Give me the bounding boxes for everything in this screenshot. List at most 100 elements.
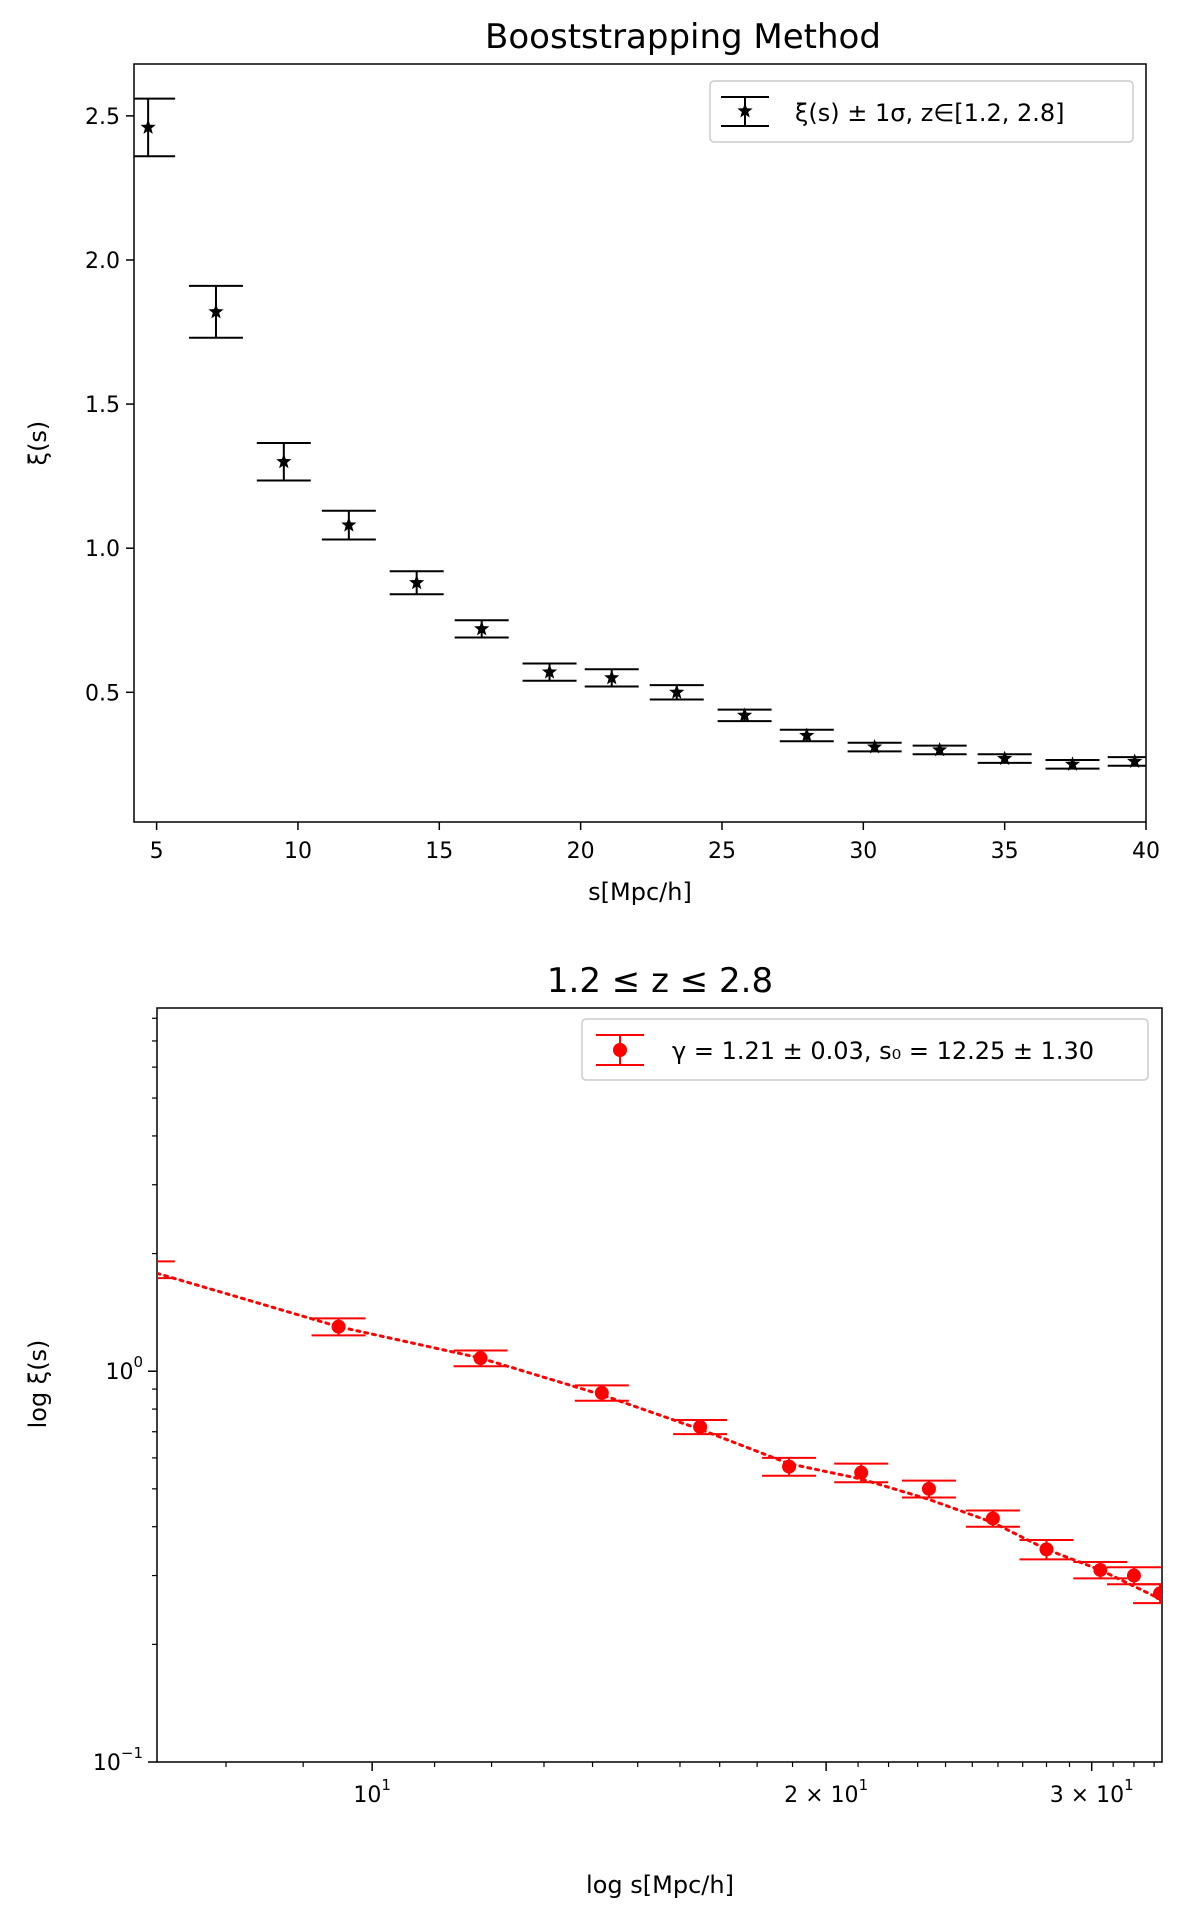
data-point [134,97,176,158]
data-point [649,684,704,701]
star-marker [1064,756,1081,771]
x-tick-label: 30 [849,839,877,864]
chart-bottom-marks [157,1260,1162,1605]
chart-bottom-series [157,1260,1162,1605]
x-tick-label-exponent: 1 [1124,1776,1134,1794]
x-tick-label-prefix: 3 × [1050,1783,1096,1808]
circle-marker [473,1351,488,1366]
x-tick-label: 10 [284,839,312,864]
data-point [453,1349,508,1368]
star-marker [208,303,224,319]
data-point [188,284,243,339]
x-tick-label: 20 [567,839,595,864]
x-tick-label-exponent: 1 [859,1776,869,1794]
chart-top-y-ticks: 0.5 1.0 1.5 2.0 2.5 [85,105,134,706]
data-point [977,750,1032,766]
data-point [762,1456,817,1477]
data-point [1045,756,1100,771]
x-tick-label-base: 10 [831,1783,859,1808]
circle-marker [1039,1542,1054,1557]
star-marker [541,664,558,679]
star-marker [669,684,685,699]
chart-top-marks [134,97,1146,771]
star-marker [409,574,425,590]
circle-marker [1126,1568,1141,1583]
x-tick-label: 15 [425,839,453,864]
y-tick-label: 100 [105,1353,143,1385]
data-point [157,1260,175,1280]
star-marker [736,707,753,722]
data-point [779,727,834,743]
y-tick-label: 2.5 [85,105,120,130]
chart-bottom-x-label: log s[Mpc/h] [586,1871,734,1899]
chart-top-legend: ξ(s) ± 1σ, z∈[1.2, 2.8] [709,80,1134,143]
star-marker [867,739,883,754]
y-tick-label: 1.0 [85,537,120,562]
x-tick-label: 3 × 101 [1050,1776,1134,1808]
y-tick-label: 2.0 [85,249,120,274]
x-tick-label-prefix: 2 × [784,1783,830,1808]
chart-top-legend-box [709,80,1134,143]
x-tick-label: 35 [991,839,1019,864]
star-marker [276,453,292,469]
circle-marker [594,1385,609,1400]
x-tick-label-base: 10 [353,1783,381,1808]
data-point [912,741,967,757]
star-marker [604,669,620,685]
data-point [522,662,577,682]
x-tick-label: 2 × 101 [784,1776,868,1808]
chart-top-title: Booststrapping Method [485,17,881,57]
star-marker [932,741,948,757]
star-marker [1127,753,1143,768]
star-marker [997,750,1013,766]
x-tick-label-exponent: 1 [381,1776,391,1794]
chart-bottom-x-ticks: 101 2 × 101 3 × 101 [225,1762,1155,1808]
star-marker [140,119,156,134]
data-point [584,668,639,688]
circle-marker [921,1481,936,1496]
chart-top-legend-label: ξ(s) ± 1σ, z∈[1.2, 2.8] [795,99,1065,127]
x-tick-label: 40 [1132,839,1160,864]
chart-bottom-legend-marker [596,1034,644,1066]
data-point [673,1419,728,1436]
data-point [717,707,772,723]
star-marker [474,620,490,636]
data-point [1107,753,1146,768]
x-tick-label: 101 [353,1776,391,1808]
data-point [901,1479,956,1499]
legend-star-marker [737,103,753,118]
star-marker [341,517,357,532]
data-point [389,570,444,596]
data-point [1073,1560,1128,1580]
chart-top-series [134,97,1146,771]
chart-bottom-legend: γ = 1.21 ± 0.03, s₀ = 12.25 ± 1.30 [581,1018,1149,1081]
chart-top-plot-frame [133,63,1147,823]
y-tick-label-base: 10 [93,1751,121,1776]
x-tick-label-base: 10 [1096,1783,1124,1808]
x-tick-label: 25 [708,839,736,864]
data-point [847,739,902,754]
chart-top-x-label: s[Mpc/h] [588,878,692,906]
data-point [256,442,311,482]
data-point [574,1384,629,1402]
circle-marker [1093,1562,1108,1577]
chart-top-y-label: ξ(s) [24,421,52,466]
y-tick-label: 1.5 [85,393,120,418]
circle-marker [854,1465,869,1480]
chart-top: Booststrapping Method 5 10 15 20 25 30 35 40 0.… [24,17,1160,906]
fit-line [157,1271,1162,1602]
y-tick-label: 10−1 [93,1744,143,1776]
star-marker [799,727,815,743]
y-tick-label-exponent: −1 [121,1744,143,1762]
data-point [1133,1583,1162,1605]
circle-marker [782,1459,797,1474]
data-point [965,1509,1020,1528]
chart-bottom-legend-box [581,1018,1149,1081]
circle-marker [331,1319,346,1334]
y-tick-label-base: 10 [105,1360,133,1385]
data-point [321,509,376,541]
chart-bottom-title: 1.2 ≤ z ≤ 2.8 [547,961,773,1001]
data-point [834,1462,889,1484]
